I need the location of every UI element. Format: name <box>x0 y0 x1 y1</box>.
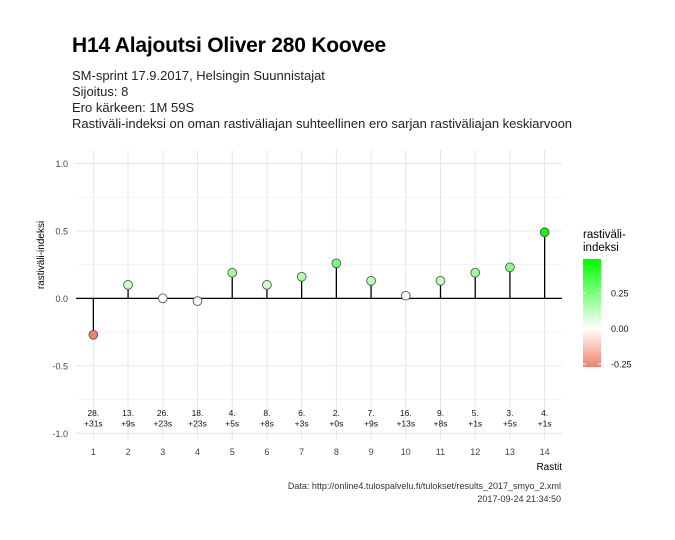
x-tick-label: 12 <box>470 447 480 457</box>
data-point <box>88 329 99 340</box>
annotations: 28.+31s13.+9s26.+23s18.+23s4.+5s8.+8s6.+… <box>84 408 552 429</box>
y-tick-label: 1.0 <box>55 159 68 169</box>
annotation-time: +13s <box>396 419 415 429</box>
data-point <box>539 227 550 238</box>
annotation-time: +8s <box>260 419 274 429</box>
subtitle-placement: Sijoitus: 8 <box>72 84 129 99</box>
data-point <box>400 290 411 301</box>
annotation-rank: 9. <box>437 408 444 418</box>
x-tick-label: 5 <box>230 447 235 457</box>
annotation-rank: 2. <box>333 408 340 418</box>
legend-title: rastiväli- <box>583 229 626 241</box>
data-point <box>366 275 376 286</box>
annotation-time: +23s <box>153 419 172 429</box>
source-caption: Data: http://online4.tulospalvelu.fi/tul… <box>287 481 561 491</box>
annotation-rank: 4. <box>541 408 548 418</box>
x-tick-label: 14 <box>540 447 550 457</box>
data-point <box>262 280 272 290</box>
x-tick-label: 11 <box>436 447 445 457</box>
annotation-rank: 28. <box>87 408 99 418</box>
annotation-rank: 3. <box>506 408 513 418</box>
x-tick-label: 3 <box>160 447 165 457</box>
annotation-time: +9s <box>364 419 378 429</box>
annotation-time: +0s <box>329 419 343 429</box>
x-tick-label: 9 <box>369 447 374 457</box>
annotation-time: +3s <box>295 419 309 429</box>
chart-title: H14 Alajoutsi Oliver 280 Koovee <box>72 34 386 57</box>
subtitle-description: Rastiväli-indeksi on oman rastiväliajan … <box>72 116 573 131</box>
y-tick-label: -0.5 <box>52 361 68 371</box>
y-axis-title: rastiväli-indeksi <box>36 221 47 289</box>
x-tick-label: 1 <box>91 447 96 457</box>
x-tick-label: 8 <box>334 447 339 457</box>
x-tick-label: 10 <box>401 447 411 457</box>
data-point <box>123 280 133 290</box>
legend-colorbar <box>583 259 601 367</box>
annotation-time: +8s <box>434 419 448 429</box>
x-tick-label: 13 <box>505 447 515 457</box>
legend-title: indeksi <box>583 242 619 254</box>
data-point <box>157 293 168 304</box>
grid <box>76 150 562 440</box>
data-point <box>227 267 238 278</box>
timestamp-caption: 2017-09-24 21:34:50 <box>477 494 561 504</box>
data-point <box>192 296 203 306</box>
x-axis-title: Rastit <box>536 462 562 473</box>
annotation-rank: 4. <box>229 408 236 418</box>
annotation-rank: 8. <box>263 408 270 418</box>
data-point <box>470 267 481 278</box>
y-tick-label: 0.5 <box>55 226 68 236</box>
annotation-time: +9s <box>121 419 135 429</box>
annotation-time: +1s <box>538 419 552 429</box>
legend-tick-label: 0.00 <box>611 324 629 334</box>
annotation-time: +5s <box>503 419 517 429</box>
x-tick-label: 7 <box>299 447 304 457</box>
axes: -1.0-0.50.00.51.01 2 3 4 5 6 7 8 9 10 11 12 13 14Rast… <box>36 159 562 473</box>
x-tick-label: 4 <box>195 447 200 457</box>
annotation-rank: 18. <box>192 408 204 418</box>
annotation-rank: 5. <box>472 408 479 418</box>
annotation-rank: 16. <box>400 408 412 418</box>
y-tick-label: 0.0 <box>55 294 68 304</box>
legend-tick-label: -0.25 <box>611 360 632 370</box>
x-tick-label: 6 <box>264 447 269 457</box>
annotation-rank: 7. <box>368 408 375 418</box>
annotation-rank: 6. <box>298 408 305 418</box>
annotation-time: +31s <box>84 419 103 429</box>
data-marks <box>76 227 562 340</box>
data-point <box>435 275 446 286</box>
annotation-time: +23s <box>188 419 207 429</box>
annotation-rank: 26. <box>157 408 169 418</box>
legend-tick-label: 0.25 <box>611 289 629 299</box>
x-tick-label: 2 <box>126 447 131 457</box>
data-point <box>296 271 307 282</box>
legend: rastiväli-indeksi 0.25 0.00 -0.25 <box>583 229 632 370</box>
subtitle-gap: Ero kärkeen: 1M 59S <box>72 100 195 115</box>
y-tick-label: -1.0 <box>52 429 68 439</box>
data-point <box>331 258 342 269</box>
subtitle-event: SM-sprint 17.9.2017, Helsingin Suunnista… <box>72 68 325 83</box>
annotation-time: +5s <box>225 419 239 429</box>
data-point <box>505 262 515 273</box>
annotation-rank: 13. <box>122 408 134 418</box>
annotation-time: +1s <box>468 419 482 429</box>
